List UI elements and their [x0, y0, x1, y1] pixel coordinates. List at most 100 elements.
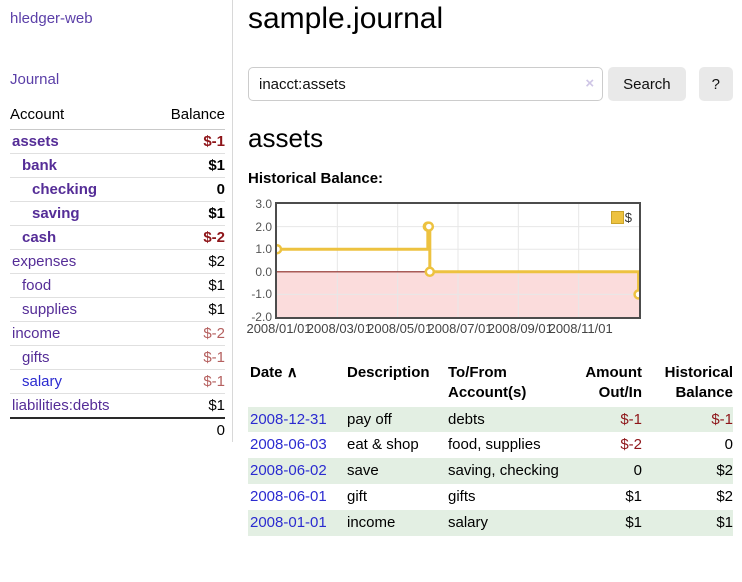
- y-axis-tick: 0.0: [255, 264, 272, 279]
- register-row: 2008-06-01 gift gifts $1 $2: [248, 484, 733, 510]
- register-date-cell: 2008-01-01: [248, 509, 347, 536]
- account-balance: $1: [149, 201, 225, 226]
- register-row: 2008-12-31 pay off debts $-1 $-1: [248, 406, 733, 433]
- clear-search-icon[interactable]: ×: [585, 75, 595, 92]
- account-link-bank[interactable]: bank: [22, 157, 58, 174]
- register-row: 2008-06-02 save saving, checking 0 $2: [248, 458, 733, 484]
- accounts-total-value: 0: [149, 417, 225, 442]
- x-axis-tick: 2008/05/01: [367, 321, 433, 336]
- account-link-cash[interactable]: cash: [22, 229, 57, 246]
- register-balance-cell: $2: [642, 458, 733, 484]
- accounts-table: Account Balance assets $-1 bank $1 checking 0…: [10, 103, 225, 442]
- register-accounts-cell: saving, checking: [448, 458, 569, 484]
- register-balance-cell: $1: [642, 509, 733, 536]
- search-input[interactable]: [248, 67, 604, 101]
- account-balance: $1: [149, 393, 225, 418]
- register-header-row: Date ∧ Description To/From Account(s) Am…: [248, 361, 733, 407]
- account-balance: $-2: [149, 225, 225, 250]
- search-button[interactable]: Search: [608, 67, 686, 101]
- y-axis-tick: -1.0: [251, 287, 272, 302]
- register-accounts-cell: debts: [448, 406, 569, 433]
- account-balance: $-1: [149, 369, 225, 394]
- register-description-cell: gift: [347, 487, 368, 505]
- account-balance: $1: [149, 153, 225, 178]
- sidebar-item-journal[interactable]: Journal: [10, 71, 60, 88]
- register-amount-cell: $1: [569, 509, 642, 536]
- account-balance: $-1: [149, 345, 225, 370]
- register-description-cell: save: [347, 458, 448, 484]
- account-row: food $1: [10, 273, 225, 298]
- accounts-total-row: 0: [10, 417, 225, 442]
- account-link-income[interactable]: income: [12, 325, 61, 342]
- account-title: assets: [248, 123, 324, 153]
- account-row: income $-2: [10, 321, 225, 346]
- account-balance: $1: [149, 273, 225, 298]
- legend-label: $: [624, 210, 632, 225]
- account-row: liabilities:debts $1: [10, 393, 225, 418]
- account-link-saving[interactable]: saving: [32, 205, 80, 222]
- sort-ascending-icon: ∧: [286, 364, 298, 381]
- account-link-expenses[interactable]: expenses: [12, 253, 77, 270]
- page-title: sample.journal: [248, 2, 444, 35]
- transaction-date-link[interactable]: 2008-06-01: [250, 487, 327, 505]
- register-balance-cell: $2: [716, 487, 733, 505]
- transaction-date-link[interactable]: 2008-01-01: [250, 513, 327, 531]
- register-accounts-cell: food, supplies: [448, 436, 541, 454]
- account-link-liabilities-debts[interactable]: liabilities:debts: [12, 397, 110, 414]
- register-accounts-cell: salary: [448, 509, 569, 536]
- account-link-assets[interactable]: assets: [12, 133, 59, 150]
- help-button[interactable]: ?: [698, 67, 733, 101]
- account-row: gifts $-1: [10, 345, 225, 370]
- register-header-description: Description: [347, 364, 430, 381]
- account-link-supplies[interactable]: supplies: [22, 301, 78, 318]
- accounts-header-balance: Balance: [149, 103, 225, 130]
- register-accounts-cell: gifts: [448, 487, 476, 505]
- register-amount-cell: 0: [569, 458, 642, 484]
- register-amount-cell: $-2: [620, 436, 642, 454]
- account-balance: $-2: [149, 321, 225, 346]
- transaction-date-link[interactable]: 2008-06-03: [250, 436, 327, 454]
- register-date-cell: 2008-06-02: [248, 458, 347, 484]
- register-amount-cell: $-1: [569, 406, 642, 433]
- account-link-checking[interactable]: checking: [32, 181, 98, 198]
- y-axis-tick: 1.0: [255, 242, 272, 257]
- y-axis-tick: 2.0: [255, 219, 272, 234]
- register-date-cell: 2008-06-01: [248, 484, 347, 510]
- account-link-salary[interactable]: salary: [22, 373, 63, 390]
- register-header-accounts: To/From Account(s): [448, 364, 527, 401]
- accounts-header-account: Account: [10, 103, 150, 130]
- chart-x-axis: 2008/01/01 2008/03/01 2008/05/01 2008/07/01…: [246, 319, 733, 336]
- register-row: 2008-06-03 eat & shop food, supplies $-2 0: [248, 432, 733, 458]
- account-row: bank $1: [10, 153, 225, 178]
- account-row: checking 0: [10, 177, 225, 202]
- brand-link[interactable]: hledger-web: [10, 10, 93, 27]
- register-balance-cell: $-1: [642, 406, 733, 433]
- register-amount-cell: $1: [625, 487, 642, 505]
- account-balance: $1: [149, 297, 225, 322]
- register-date-cell: 2008-12-31: [248, 406, 347, 433]
- register-header-balance: Historical Balance: [664, 364, 733, 401]
- account-row: saving $1: [10, 201, 225, 226]
- chart-label: Historical Balance:: [248, 170, 384, 187]
- account-row: cash $-2: [10, 225, 225, 250]
- register-row: 2008-01-01 income salary $1 $1: [248, 509, 733, 536]
- balance-chart: 3.0 2.0 1.0 0.0 -1.0 -2.0 $ 2008/01/01 2008/03…: [246, 197, 733, 336]
- account-link-food[interactable]: food: [22, 277, 52, 294]
- x-axis-tick: 2008/07/01: [427, 321, 493, 336]
- account-row: assets $-1: [10, 130, 225, 154]
- register-description-cell: pay off: [347, 406, 448, 433]
- y-axis-tick: 3.0: [255, 197, 272, 211]
- legend-swatch-icon: [610, 211, 624, 224]
- accounts-header-row: Account Balance: [10, 103, 225, 130]
- account-balance: 0: [149, 177, 225, 202]
- transaction-date-link[interactable]: 2008-12-31: [250, 410, 327, 428]
- chart-plot-area[interactable]: $: [275, 202, 641, 319]
- register-header-date[interactable]: Date ∧: [250, 364, 298, 381]
- transaction-date-link[interactable]: 2008-06-02: [250, 462, 327, 480]
- x-axis-tick: 2008/09/01: [487, 321, 553, 336]
- register-table: Date ∧ Description To/From Account(s) Am…: [248, 361, 733, 536]
- y-axis-tick: -2.0: [251, 310, 272, 324]
- x-axis-tick: 2008/01/01: [246, 321, 312, 336]
- account-link-gifts[interactable]: gifts: [22, 349, 50, 366]
- register-description-cell: income: [347, 509, 448, 536]
